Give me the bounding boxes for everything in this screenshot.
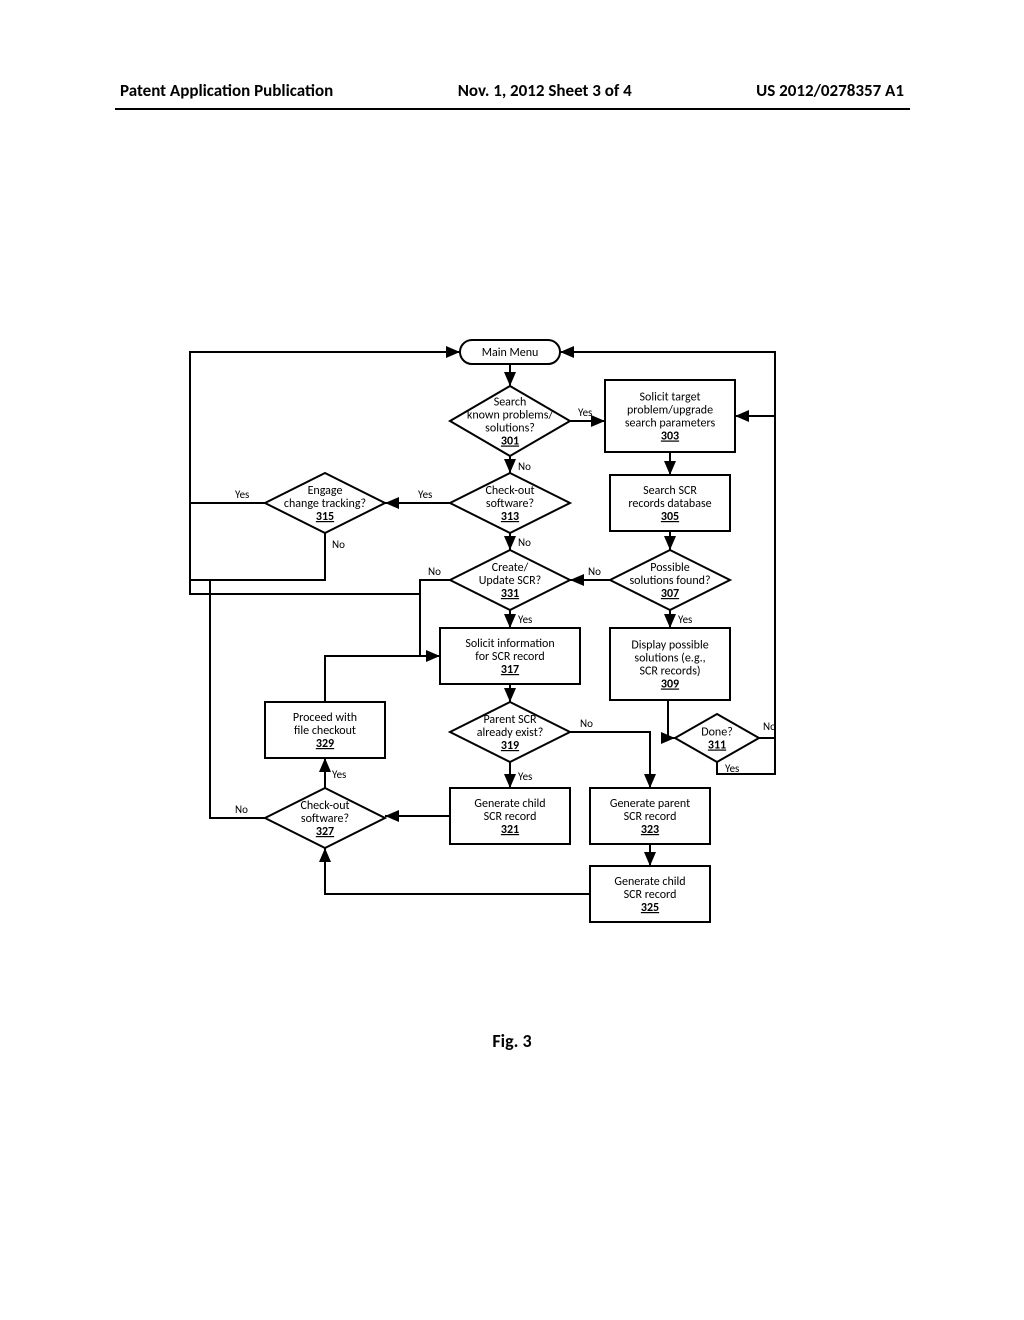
svg-text:Check-out: Check-out [300,799,349,813]
svg-text:for SCR record: for SCR record [475,650,544,664]
svg-text:No: No [518,460,531,473]
svg-text:325: 325 [641,901,659,915]
svg-text:319: 319 [501,739,519,753]
svg-text:Display possible: Display possible [631,639,708,653]
svg-text:No: No [763,720,776,733]
svg-text:SCR records): SCR records) [639,665,700,679]
svg-text:303: 303 [661,430,679,444]
svg-text:305: 305 [661,510,679,524]
svg-text:Generate child: Generate child [474,797,545,811]
svg-text:323: 323 [641,823,659,837]
svg-text:311: 311 [708,739,726,753]
svg-text:No: No [588,565,601,578]
svg-text:315: 315 [316,510,334,524]
svg-text:problem/upgrade: problem/upgrade [627,404,713,418]
svg-text:Yes: Yes [418,488,432,501]
svg-text:Create/: Create/ [492,561,529,575]
svg-text:309: 309 [661,678,679,692]
svg-text:329: 329 [316,737,334,751]
svg-text:327: 327 [316,825,334,839]
svg-text:Yes: Yes [235,488,249,501]
svg-text:known problems/: known problems/ [467,409,554,423]
svg-text:317: 317 [501,663,519,677]
svg-text:Solicit target: Solicit target [639,391,700,405]
header-left: Patent Application Publication [120,80,333,101]
svg-text:SCR record: SCR record [624,888,677,902]
svg-text:301: 301 [501,435,519,449]
svg-text:313: 313 [501,510,519,524]
svg-text:Update SCR?: Update SCR? [479,574,542,588]
svg-text:Generate child: Generate child [614,875,685,889]
svg-text:software?: software? [486,497,534,511]
svg-text:Check-out: Check-out [485,484,534,498]
svg-text:file checkout: file checkout [294,724,356,738]
svg-text:records database: records database [628,497,711,511]
svg-text:No: No [428,565,441,578]
svg-text:No: No [235,803,248,816]
svg-text:Yes: Yes [678,613,692,626]
header-mid: Nov. 1, 2012 Sheet 3 of 4 [458,80,632,101]
svg-text:solutions (e.g.,: solutions (e.g., [634,652,705,666]
svg-text:Engage: Engage [308,484,343,498]
svg-text:331: 331 [501,587,519,601]
svg-text:Parent SCR: Parent SCR [483,713,537,727]
svg-text:already exist?: already exist? [477,726,544,740]
svg-text:SCR record: SCR record [484,810,537,824]
header-rule [115,108,910,110]
page: Patent Application Publication Nov. 1, 2… [0,0,1024,1320]
header-right: US 2012/0278357 A1 [756,80,904,101]
svg-text:Generate parent: Generate parent [610,797,690,811]
svg-text:Yes: Yes [578,406,592,419]
svg-text:Yes: Yes [725,762,739,775]
svg-text:software?: software? [301,812,349,826]
page-header: Patent Application Publication Nov. 1, 2… [0,80,1024,101]
figure-label: Fig. 3 [0,1030,1024,1052]
svg-text:Done?: Done? [701,726,733,740]
flowchart: Yes No Yes No No Yes Yes No Yes No Yes No Yes No Yes No… [160,330,780,1000]
svg-text:SCR record: SCR record [624,810,677,824]
svg-text:321: 321 [501,823,519,837]
svg-text:No: No [332,538,345,551]
svg-text:Search SCR: Search SCR [643,484,697,498]
svg-text:Yes: Yes [332,768,346,781]
svg-text:Yes: Yes [518,613,532,626]
svg-text:Possible: Possible [650,561,689,575]
svg-text:Proceed with: Proceed with [293,711,357,725]
svg-text:change tracking?: change tracking? [284,497,366,511]
svg-text:solutions?: solutions? [485,422,535,436]
svg-text:Yes: Yes [518,770,532,783]
svg-text:No: No [580,717,593,730]
svg-text:search parameters: search parameters [625,417,716,431]
svg-text:solutions found?: solutions found? [629,574,710,588]
svg-text:307: 307 [661,587,679,601]
svg-text:Solicit information: Solicit information [465,637,554,651]
svg-text:No: No [518,536,531,549]
svg-text:Search: Search [494,396,527,410]
svg-text:Main Menu: Main Menu [482,346,539,360]
